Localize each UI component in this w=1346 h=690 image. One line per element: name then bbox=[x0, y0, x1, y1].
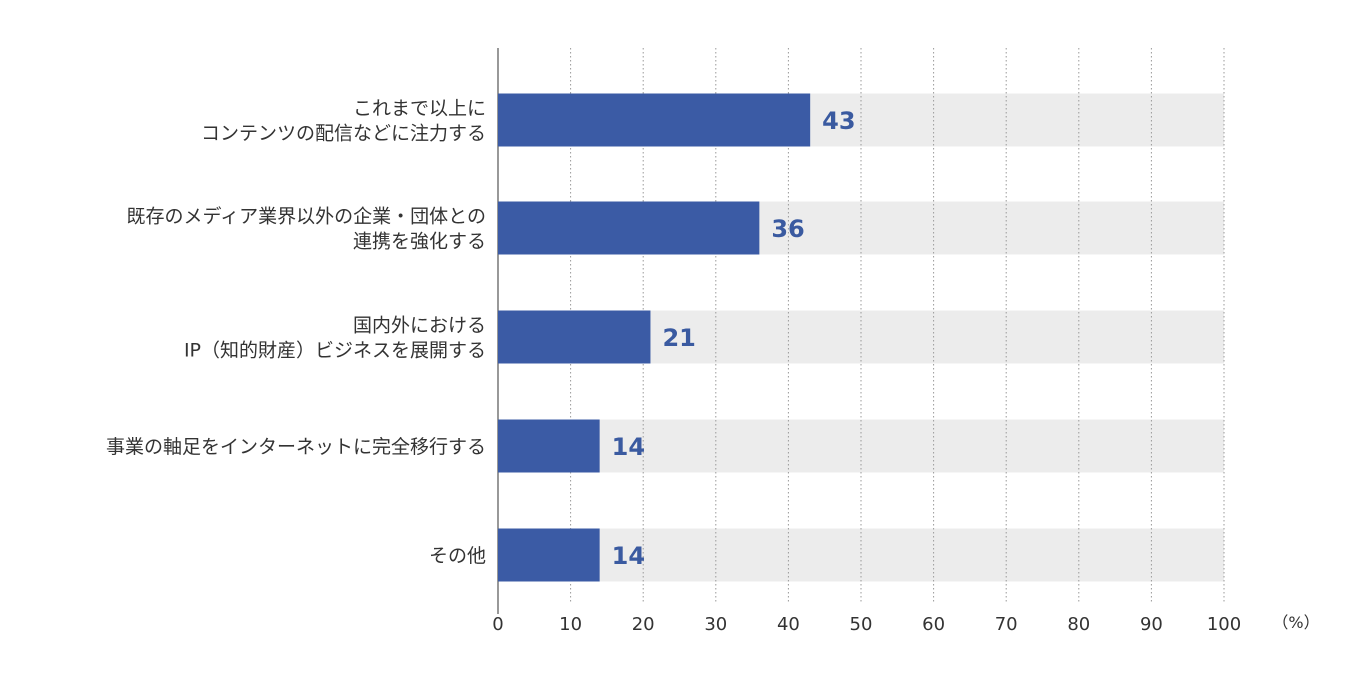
value-label: 43 bbox=[822, 107, 855, 135]
x-tick-label: 40 bbox=[777, 614, 800, 635]
category-label: その他 bbox=[429, 545, 486, 567]
value-label: 36 bbox=[771, 215, 804, 243]
x-tick-label: 60 bbox=[922, 614, 945, 635]
x-tick-label: 70 bbox=[995, 614, 1018, 635]
bar bbox=[498, 419, 600, 473]
x-tick-label: 80 bbox=[1067, 614, 1090, 635]
x-tick-label: 0 bbox=[492, 614, 503, 635]
category-label: 既存のメディア業界以外の企業・団体との連携を強化する bbox=[127, 206, 486, 253]
bar bbox=[498, 528, 600, 582]
category-labels: これまで以上にコンテンツの配信などに注力する既存のメディア業界以外の企業・団体と… bbox=[106, 98, 486, 568]
x-tick-label: 20 bbox=[632, 614, 655, 635]
bar bbox=[498, 201, 760, 255]
category-label: これまで以上にコンテンツの配信などに注力する bbox=[201, 98, 486, 145]
value-label: 14 bbox=[612, 433, 645, 461]
x-tick-label: 90 bbox=[1140, 614, 1163, 635]
x-tick-label: 100 bbox=[1207, 614, 1241, 635]
x-axis-ticks: 0 10 20 30 40 50 60 70 80 90 100 bbox=[492, 614, 1241, 635]
bars: 43 36 21 14 14 bbox=[498, 93, 856, 582]
x-tick-label: 50 bbox=[850, 614, 873, 635]
category-label: 国内外における IP（知的財産）ビジネスを展開する bbox=[184, 315, 486, 362]
value-label: 14 bbox=[612, 542, 645, 570]
x-tick-label: 10 bbox=[559, 614, 582, 635]
gridlines bbox=[497, 48, 1225, 614]
category-label: 事業の軸足をインターネットに完全移行する bbox=[106, 436, 486, 458]
bar bbox=[498, 93, 811, 147]
value-label: 21 bbox=[662, 324, 695, 352]
bar bbox=[498, 310, 651, 364]
x-axis-unit: （%） bbox=[1272, 613, 1319, 632]
x-tick-label: 30 bbox=[704, 614, 727, 635]
